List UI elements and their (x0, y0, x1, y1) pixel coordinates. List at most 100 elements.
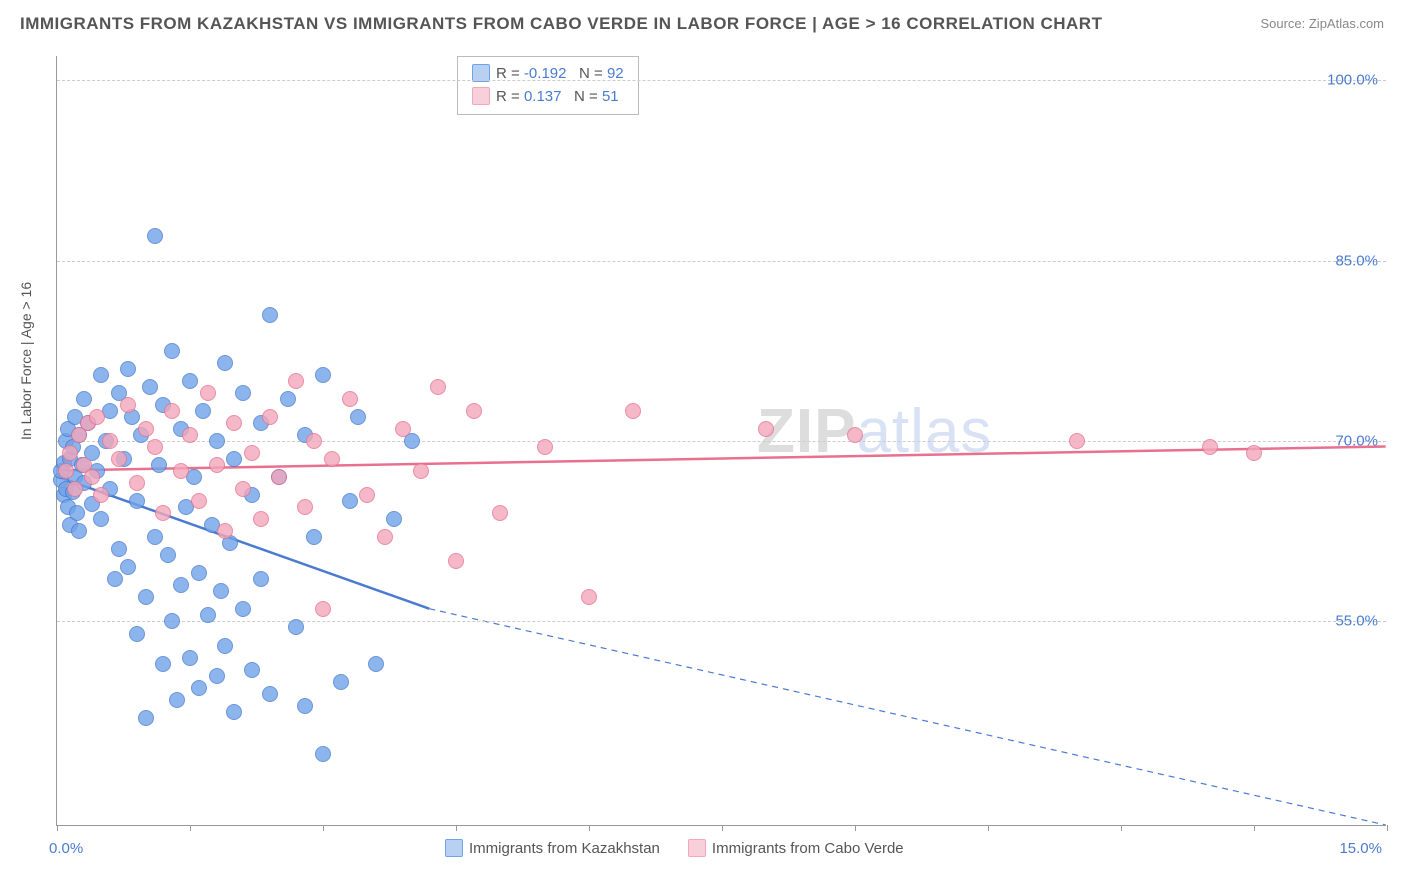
scatter-point (217, 355, 233, 371)
scatter-point (235, 481, 251, 497)
x-tick (190, 825, 191, 831)
scatter-point (155, 505, 171, 521)
scatter-point (262, 307, 278, 323)
scatter-point (466, 403, 482, 419)
stats-row: R = -0.192 N = 92 (472, 63, 624, 86)
scatter-point (368, 656, 384, 672)
scatter-point (107, 571, 123, 587)
scatter-point (217, 638, 233, 654)
scatter-point (209, 433, 225, 449)
scatter-point (386, 511, 402, 527)
scatter-point (377, 529, 393, 545)
scatter-point (164, 343, 180, 359)
scatter-point (333, 674, 349, 690)
stats-n-label: N = (574, 88, 602, 105)
scatter-point (253, 571, 269, 587)
scatter-point (244, 662, 260, 678)
scatter-point (297, 499, 313, 515)
scatter-point (537, 439, 553, 455)
scatter-point (315, 601, 331, 617)
scatter-point (164, 403, 180, 419)
scatter-point (129, 626, 145, 642)
watermark: ZIPatlas (757, 396, 992, 467)
scatter-point (147, 228, 163, 244)
stats-row: R = 0.137 N = 51 (472, 86, 624, 109)
y-axis-label: In Labor Force | Age > 16 (18, 282, 34, 440)
scatter-point (120, 559, 136, 575)
gridline (57, 261, 1386, 262)
scatter-point (191, 565, 207, 581)
scatter-point (288, 373, 304, 389)
scatter-point (262, 686, 278, 702)
scatter-point (235, 601, 251, 617)
scatter-point (89, 409, 105, 425)
x-tick (589, 825, 590, 831)
scatter-point (84, 469, 100, 485)
scatter-point (324, 451, 340, 467)
x-axis-max-label: 15.0% (1339, 840, 1382, 857)
scatter-point (342, 391, 358, 407)
scatter-point (492, 505, 508, 521)
plot-area: ZIPatlas R = -0.192 N = 92R = 0.137 N = … (56, 56, 1386, 826)
scatter-point (182, 427, 198, 443)
scatter-point (76, 391, 92, 407)
scatter-point (93, 511, 109, 527)
scatter-point (200, 385, 216, 401)
stats-r-label: R = (496, 88, 524, 105)
scatter-point (847, 427, 863, 443)
scatter-point (93, 487, 109, 503)
scatter-point (151, 457, 167, 473)
scatter-point (209, 457, 225, 473)
legend-swatch (688, 839, 706, 857)
x-tick (722, 825, 723, 831)
scatter-point (173, 463, 189, 479)
legend-swatch (472, 87, 490, 105)
scatter-point (1246, 445, 1262, 461)
scatter-point (138, 710, 154, 726)
scatter-point (226, 415, 242, 431)
scatter-point (306, 433, 322, 449)
scatter-point (306, 529, 322, 545)
x-tick (1254, 825, 1255, 831)
scatter-point (413, 463, 429, 479)
scatter-point (350, 409, 366, 425)
x-axis-min-label: 0.0% (49, 840, 83, 857)
scatter-point (93, 367, 109, 383)
scatter-point (209, 668, 225, 684)
legend-label: Immigrants from Kazakhstan (469, 840, 660, 857)
scatter-point (1202, 439, 1218, 455)
gridline (57, 621, 1386, 622)
x-tick (855, 825, 856, 831)
scatter-point (155, 656, 171, 672)
scatter-point (182, 373, 198, 389)
scatter-point (147, 439, 163, 455)
scatter-point (625, 403, 641, 419)
x-tick (323, 825, 324, 831)
scatter-point (213, 583, 229, 599)
scatter-point (120, 397, 136, 413)
x-tick (456, 825, 457, 831)
scatter-point (253, 511, 269, 527)
scatter-point (102, 433, 118, 449)
scatter-point (62, 445, 78, 461)
scatter-point (226, 704, 242, 720)
stats-n-value: 51 (602, 88, 619, 105)
scatter-point (71, 523, 87, 539)
x-tick (1387, 825, 1388, 831)
stats-box: R = -0.192 N = 92R = 0.137 N = 51 (457, 56, 639, 115)
scatter-point (160, 547, 176, 563)
bottom-legend: Immigrants from Kazakhstan Immigrants fro… (417, 839, 904, 857)
scatter-point (244, 445, 260, 461)
x-tick (988, 825, 989, 831)
y-tick-label: 100.0% (1327, 72, 1378, 89)
y-tick-label: 70.0% (1335, 433, 1378, 450)
scatter-point (142, 379, 158, 395)
scatter-point (342, 493, 358, 509)
scatter-point (191, 493, 207, 509)
scatter-point (288, 619, 304, 635)
scatter-point (58, 463, 74, 479)
source-label: Source: ZipAtlas.com (1260, 16, 1384, 31)
legend-label: Immigrants from Cabo Verde (712, 840, 904, 857)
scatter-point (200, 607, 216, 623)
scatter-point (138, 421, 154, 437)
